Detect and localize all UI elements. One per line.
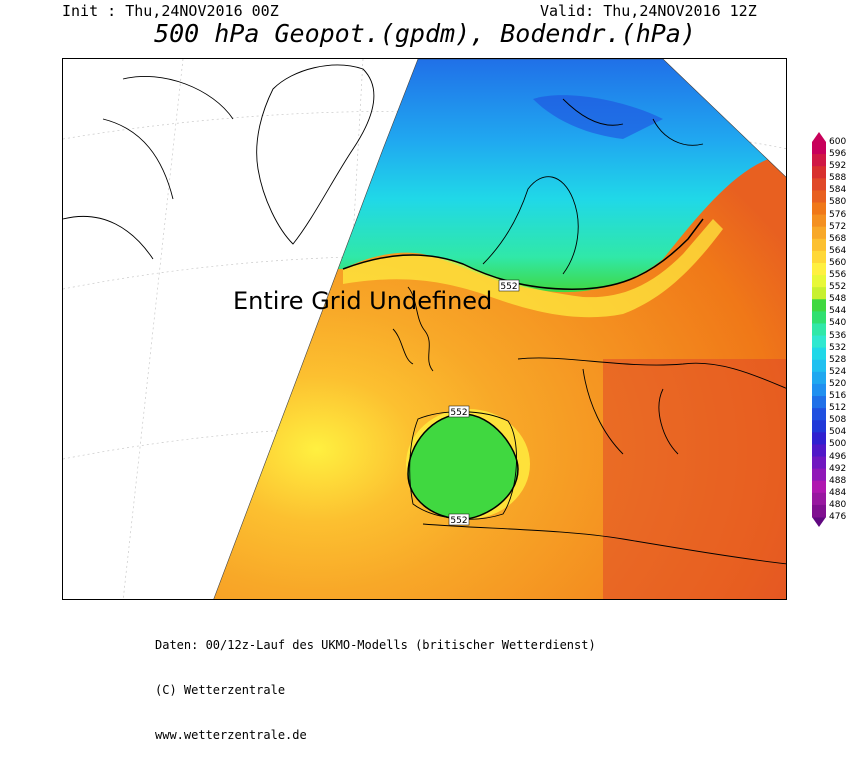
legend-swatch — [812, 202, 826, 216]
legend-level-label: 516 — [829, 391, 847, 402]
legend-arrow-bottom — [812, 517, 826, 527]
legend-level-label: 492 — [829, 463, 847, 474]
legend-level-label: 560 — [829, 257, 847, 268]
legend-swatch — [812, 214, 826, 228]
undefined-grid-notice: Entire Grid Undefined — [233, 287, 492, 315]
map-title: 500 hPa Geopot.(gpdm), Bodendr.(hPa) — [154, 19, 696, 48]
contour-label: 552 — [450, 516, 467, 526]
legend-level-label: 576 — [829, 209, 847, 220]
map-canvas: 552 552 552 Entire Grid Undefined — [63, 59, 786, 599]
legend-level-label: 584 — [829, 185, 847, 196]
legend-swatch — [812, 178, 826, 191]
legend-level-label: 504 — [829, 427, 847, 438]
legend-swatch — [812, 226, 826, 240]
valid-time: Valid: Thu,24NOV2016 12Z — [540, 2, 757, 20]
legend-swatch — [812, 432, 826, 445]
color-legend: 600 596 592 588 584 580 576 572 568 564 560 556 552 5… — [812, 132, 850, 527]
legend-level-label: 592 — [829, 161, 847, 172]
legend-level-label: 552 — [829, 282, 847, 293]
legend-swatch — [812, 444, 826, 458]
legend-level-label: 488 — [829, 475, 847, 486]
legend-level-label: 568 — [829, 233, 847, 244]
legend-swatch — [812, 262, 826, 276]
legend-level-label: 572 — [829, 221, 847, 232]
legend-swatch — [812, 250, 826, 264]
legend-level-label: 580 — [829, 197, 847, 208]
legend-level-label: 496 — [829, 451, 847, 462]
legend-level-label: 600 — [829, 137, 847, 147]
legend-swatch — [812, 420, 826, 433]
legend-swatch — [812, 311, 826, 324]
legend-swatch — [812, 480, 826, 494]
legend-swatch — [812, 359, 826, 373]
legend-swatch — [812, 287, 826, 300]
legend-level-label: 548 — [829, 294, 847, 305]
legend-level-label: 596 — [829, 149, 847, 160]
legend-swatch — [812, 275, 826, 288]
footer-source: Daten: 00/12z-Lauf des UKMO-Modells (bri… — [155, 638, 596, 652]
legend-level-label: 484 — [829, 487, 847, 498]
contour-labels: 552 552 552 — [448, 279, 520, 526]
legend-swatch — [812, 504, 826, 518]
legend-level-label: 524 — [829, 366, 847, 377]
footer-copyright: (C) Wetterzentrale — [155, 683, 286, 697]
legend-level-label: 540 — [829, 318, 847, 329]
footer-url[interactable]: www.wetterzentrale.de — [155, 728, 307, 742]
footer: Daten: 00/12z-Lauf des UKMO-Modells (bri… — [155, 608, 596, 758]
legend-level-label: 536 — [829, 330, 847, 341]
init-time: Init : Thu,24NOV2016 00Z — [62, 2, 279, 20]
legend-swatch — [812, 408, 826, 421]
legend-level-label: 480 — [829, 499, 847, 510]
legend-level-label: 508 — [829, 415, 847, 426]
legend-level-label: 532 — [829, 342, 847, 353]
legend-level-label: 588 — [829, 173, 847, 184]
legend-swatch — [812, 154, 826, 167]
legend-color-bar — [812, 132, 826, 527]
legend-swatch — [812, 456, 826, 470]
legend-swatch — [812, 335, 826, 349]
legend-swatch — [812, 166, 826, 179]
geopotential-field — [213, 59, 786, 599]
legend-arrow-top — [812, 132, 826, 142]
legend-level-label: 544 — [829, 306, 847, 317]
contour-label: 552 — [450, 408, 467, 418]
legend-level-label: 476 — [829, 512, 847, 522]
legend-level-label: 500 — [829, 439, 847, 450]
legend-level-label: 556 — [829, 270, 847, 281]
legend-swatch — [812, 323, 826, 337]
weather-map: 552 552 552 Entire Grid Undefined — [62, 58, 787, 600]
legend-swatch — [812, 238, 826, 252]
legend-level-label: 512 — [829, 403, 847, 414]
legend-level-label: 564 — [829, 245, 847, 256]
legend-swatch — [812, 492, 826, 506]
coastlines — [63, 64, 786, 565]
legend-swatch — [812, 371, 826, 385]
legend-level-label: 528 — [829, 354, 847, 365]
legend-swatch — [812, 299, 826, 312]
legend-swatch — [812, 347, 826, 361]
legend-swatch — [812, 142, 826, 155]
legend-swatch — [812, 190, 826, 203]
contour-label: 552 — [500, 282, 517, 292]
legend-swatch — [812, 383, 826, 397]
legend-level-label: 520 — [829, 378, 847, 389]
model-domain-outline — [213, 59, 786, 599]
legend-swatch — [812, 396, 826, 409]
legend-swatch — [812, 468, 826, 482]
